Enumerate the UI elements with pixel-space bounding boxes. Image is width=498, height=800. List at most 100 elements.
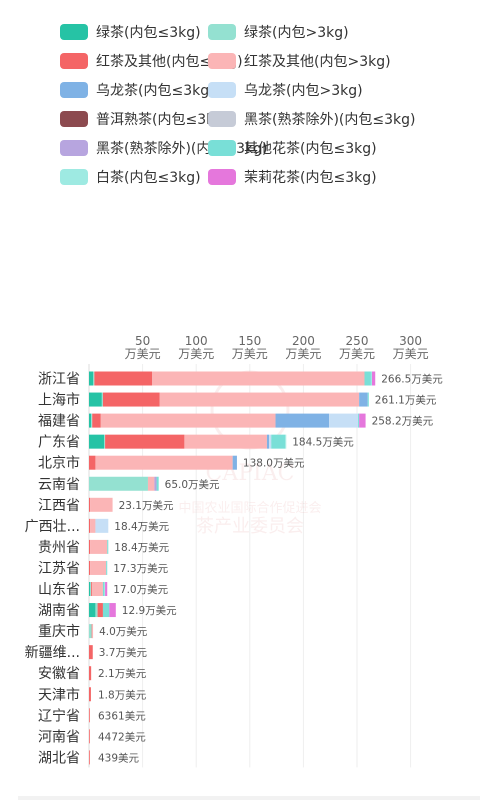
- bar-segment[interactable]: [329, 413, 359, 428]
- bar-segment[interactable]: [93, 371, 95, 386]
- legend-item[interactable]: 普洱熟茶(内包≤3kg): [60, 109, 229, 129]
- bar-segment[interactable]: [147, 476, 155, 491]
- bar-segment[interactable]: [89, 560, 91, 575]
- bar-segment[interactable]: [91, 413, 93, 428]
- legend-label: 红茶及其他(内包≤3kg): [96, 54, 243, 70]
- bar-segment[interactable]: [89, 729, 90, 744]
- bar-total-label: 12.9万美元: [122, 604, 177, 617]
- bar-segment[interactable]: [102, 603, 110, 618]
- legend-swatch: [60, 111, 88, 127]
- category-label: 福建省: [38, 414, 80, 430]
- bar-segment[interactable]: [89, 476, 148, 491]
- bar-segment[interactable]: [89, 582, 91, 596]
- bar-segment[interactable]: [364, 371, 371, 386]
- bar-segment[interactable]: [109, 603, 116, 618]
- bar-total-label: 1.8万美元: [98, 688, 147, 701]
- bar-segment[interactable]: [105, 582, 108, 596]
- bar-segment[interactable]: [89, 497, 91, 512]
- bar-segment[interactable]: [89, 603, 96, 618]
- bar-segment[interactable]: [159, 392, 360, 407]
- bar-segment[interactable]: [105, 434, 185, 449]
- bar-segment[interactable]: [90, 518, 96, 533]
- bar-segment[interactable]: [359, 413, 366, 428]
- bar-segment[interactable]: [89, 687, 91, 702]
- legend-item[interactable]: 绿茶(内包≤3kg): [60, 22, 201, 42]
- bar-segment[interactable]: [91, 582, 93, 596]
- bar-segment[interactable]: [184, 434, 267, 449]
- bar-segment[interactable]: [90, 560, 107, 575]
- legend-item[interactable]: 乌龙茶(内包>3kg): [208, 80, 363, 100]
- legend-swatch: [208, 82, 236, 98]
- bars: [89, 371, 376, 765]
- bar-segment[interactable]: [156, 476, 159, 491]
- bar-segment[interactable]: [370, 371, 373, 386]
- bar-segment[interactable]: [100, 413, 276, 428]
- legend-item[interactable]: 绿茶(内包>3kg): [208, 22, 349, 42]
- bar-segment[interactable]: [269, 434, 272, 449]
- bar-total-label: 258.2万美元: [372, 415, 434, 428]
- bar-segment[interactable]: [232, 455, 237, 470]
- bar-segment[interactable]: [359, 392, 368, 407]
- bar-segment[interactable]: [152, 371, 365, 386]
- legend-item[interactable]: 黑茶(熟茶除外)(内包≤3kg): [208, 109, 415, 129]
- bar-segment[interactable]: [89, 624, 92, 639]
- bar-segment[interactable]: [89, 539, 91, 554]
- legend-swatch: [60, 24, 88, 40]
- bar-segment[interactable]: [95, 603, 98, 618]
- bar-segment[interactable]: [89, 371, 94, 386]
- legend-swatch: [60, 140, 88, 156]
- category-label: 山东省: [38, 582, 80, 598]
- legend-item[interactable]: 白茶(内包≤3kg): [60, 167, 201, 187]
- legend-label: 乌龙茶(内包>3kg): [244, 83, 363, 99]
- x-tick-unit: 万美元: [393, 347, 429, 361]
- bar-segment[interactable]: [89, 434, 105, 449]
- bar-segment[interactable]: [104, 434, 106, 449]
- bar-segment[interactable]: [266, 434, 270, 449]
- bar-segment[interactable]: [95, 455, 233, 470]
- legend-item[interactable]: 乌龙茶(内包≤3kg): [60, 80, 215, 100]
- bar-segment[interactable]: [90, 539, 108, 554]
- bar-segment[interactable]: [285, 434, 287, 449]
- bar-segment[interactable]: [90, 582, 92, 596]
- bar-segment[interactable]: [104, 582, 106, 596]
- bar-segment[interactable]: [271, 434, 286, 449]
- legend-item[interactable]: 红茶及其他(内包>3kg): [208, 51, 391, 71]
- bar-segment[interactable]: [89, 666, 92, 681]
- bar-segment[interactable]: [358, 413, 360, 428]
- bar-segment[interactable]: [101, 392, 103, 407]
- bar-segment[interactable]: [275, 413, 330, 428]
- bar-segment[interactable]: [154, 476, 157, 491]
- legend-item[interactable]: 红茶及其他(内包≤3kg): [60, 51, 243, 71]
- bar-segment[interactable]: [107, 539, 109, 554]
- bar-segment[interactable]: [367, 392, 369, 407]
- bar-segment[interactable]: [89, 392, 102, 407]
- category-label: 新疆维...: [25, 645, 80, 661]
- bar-segment[interactable]: [92, 582, 103, 596]
- bar-segment[interactable]: [89, 645, 93, 660]
- bar-segment[interactable]: [95, 518, 109, 533]
- bar-segment[interactable]: [97, 603, 103, 618]
- legend-item[interactable]: 其他花茶(内包≤3kg): [208, 138, 377, 158]
- bar-segment[interactable]: [94, 371, 153, 386]
- bar-segment[interactable]: [89, 413, 92, 428]
- bar-segment[interactable]: [89, 455, 96, 470]
- legend-swatch: [208, 24, 236, 40]
- bar-segment[interactable]: [372, 371, 376, 386]
- bar-segment[interactable]: [106, 560, 108, 575]
- legend-swatch: [208, 111, 236, 127]
- bar-segment[interactable]: [102, 582, 105, 596]
- bar-segment[interactable]: [89, 708, 90, 723]
- x-tick-unit: 万美元: [339, 347, 375, 361]
- bar-segment[interactable]: [90, 497, 113, 512]
- legend-item[interactable]: 茉莉花茶(内包≤3kg): [208, 167, 377, 187]
- bar-segment[interactable]: [89, 750, 90, 765]
- bar-segment[interactable]: [92, 624, 94, 639]
- bar-segment[interactable]: [92, 413, 101, 428]
- legend-swatch: [60, 53, 88, 69]
- category-label: 贵州省: [38, 540, 80, 556]
- bar-segment[interactable]: [102, 392, 160, 407]
- bar-total-label: 17.0万美元: [113, 583, 168, 596]
- bar-segment[interactable]: [89, 518, 91, 533]
- x-tick-unit: 万美元: [178, 347, 214, 361]
